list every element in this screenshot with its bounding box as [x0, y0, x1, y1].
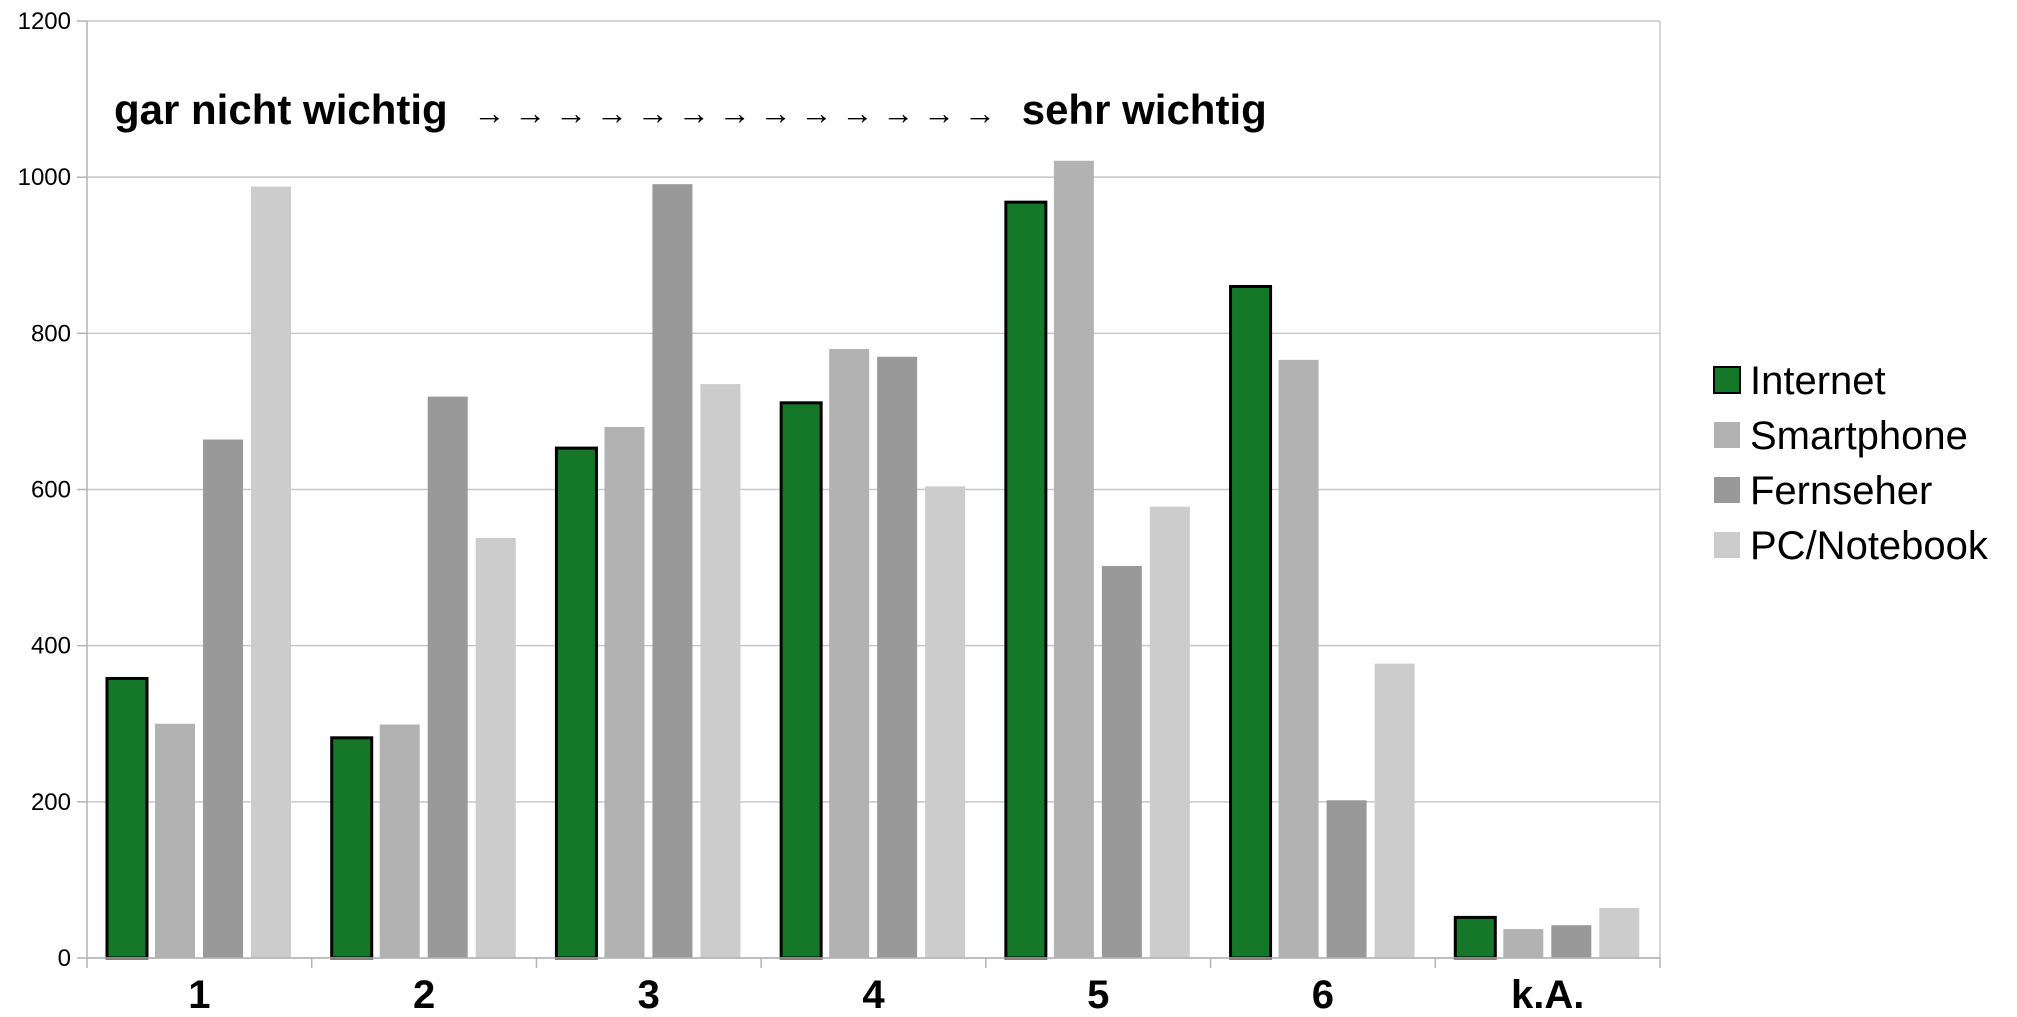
legend-swatch	[1713, 366, 1741, 394]
bar-pc-notebook-4	[925, 486, 966, 958]
bar-pc-notebook-6	[1374, 663, 1415, 958]
bar-pc-notebook-2	[475, 537, 516, 958]
bar-internet-3	[554, 446, 598, 960]
annotation-left: gar nicht wichtig	[114, 86, 448, 133]
bar-pc-notebook-7	[1599, 908, 1640, 958]
bar-internet-6	[1229, 284, 1273, 960]
x-tick-label: 4	[862, 973, 885, 1017]
y-tick-label: 0	[58, 945, 71, 972]
y-tick-label: 1000	[18, 164, 71, 191]
legend-label: Smartphone	[1750, 414, 1968, 458]
bar-smartphone-4	[829, 348, 870, 958]
x-tick-label: 2	[413, 973, 435, 1017]
bar-internet-2	[330, 736, 374, 960]
bar-fernseher-1	[203, 439, 243, 958]
bar-pc-notebook-1	[251, 186, 291, 958]
bar-fernseher-7	[1551, 925, 1592, 958]
bar-internet-5	[1004, 200, 1048, 960]
gridlines	[87, 20, 1660, 959]
bar-fernseher-3	[652, 184, 693, 959]
y-tick-label: 400	[31, 633, 71, 660]
bar-fernseher-6	[1326, 800, 1367, 958]
x-tick-label: 5	[1087, 973, 1109, 1017]
y-tick-label: 800	[31, 320, 71, 347]
legend-label: PC/Notebook	[1750, 524, 1989, 568]
y-tick-label: 600	[31, 477, 71, 504]
bar-smartphone-5	[1053, 160, 1094, 958]
legend-label: Fernseher	[1750, 469, 1932, 513]
x-axis-ticks: 1 2 3 4 5 6 k.A.	[86, 958, 1661, 1017]
legend-swatch	[1714, 532, 1740, 558]
bar-pc-notebook-5	[1149, 506, 1190, 958]
x-tick-label: 3	[638, 973, 660, 1017]
bar-smartphone-3	[604, 427, 645, 958]
bar-smartphone-1	[155, 723, 195, 958]
bar-fernseher-2	[427, 396, 468, 959]
bar-fernseher-5	[1101, 566, 1142, 958]
legend-label: Internet	[1750, 359, 1886, 403]
bar-pc-notebook-3	[700, 384, 741, 958]
bar-internet-1	[105, 676, 149, 960]
legend-swatch	[1714, 422, 1740, 448]
bars	[105, 160, 1640, 960]
y-tick-label: 200	[31, 789, 71, 816]
importance-scale-annotation: gar nicht wichtig → → → → → → → → → → → …	[114, 86, 1267, 133]
x-tick-label: 6	[1312, 973, 1334, 1017]
legend: Internet Smartphone Fernseher PC/Notebook	[1713, 359, 1989, 568]
bar-smartphone-6	[1278, 359, 1319, 958]
x-tick-label: 1	[188, 973, 210, 1017]
bar-smartphone-2	[379, 724, 420, 958]
bar-internet-7	[1453, 915, 1497, 960]
x-tick-label: k.A.	[1511, 973, 1584, 1017]
bar-internet-4	[779, 401, 823, 960]
bar-fernseher-4	[877, 356, 918, 959]
y-tick-label: 1200	[18, 8, 71, 35]
annotation-arrows: → → → → → → → → → → → → →	[473, 95, 996, 131]
annotation-right: sehr wichtig	[1022, 86, 1267, 133]
bar-smartphone-7	[1503, 929, 1544, 958]
y-axis-ticks: 0 200 400 600 800 1000 1200	[18, 8, 87, 972]
legend-swatch	[1714, 477, 1740, 503]
